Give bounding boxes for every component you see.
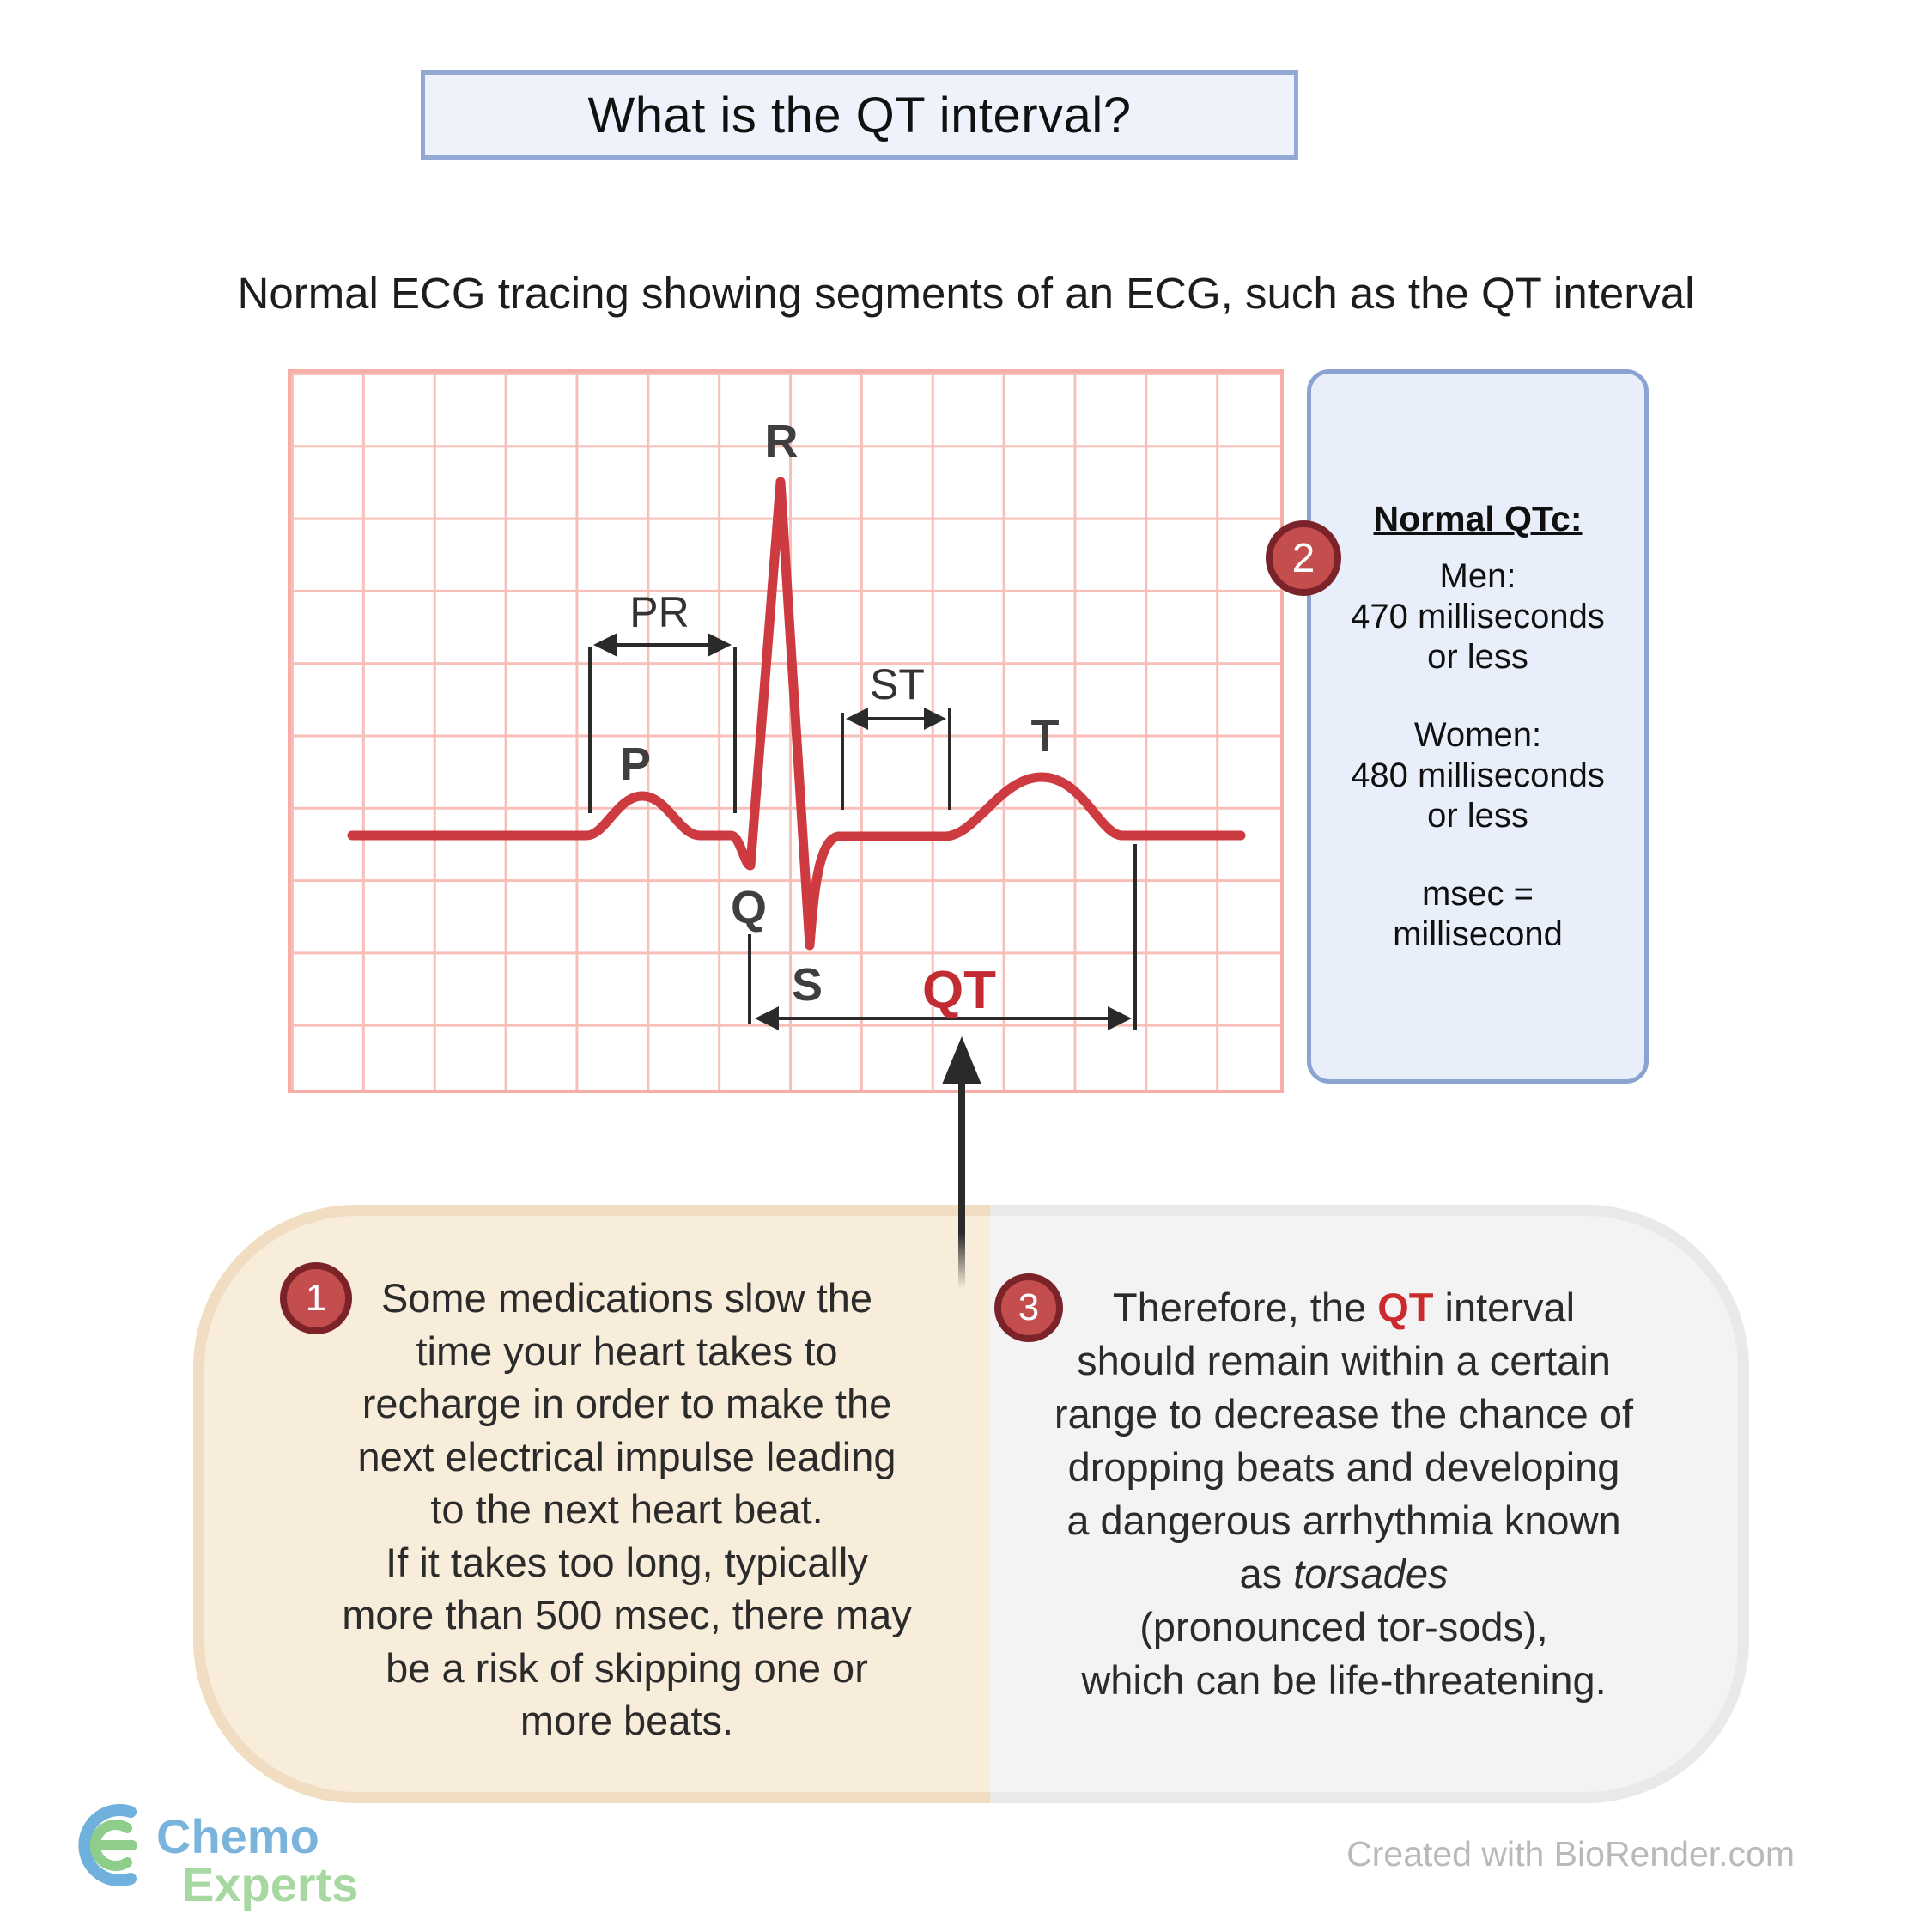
- qtc-women-values: Women: 480 milliseconds or less: [1351, 715, 1605, 835]
- callout-1-text: Some medications slow the time your heart…: [342, 1275, 912, 1743]
- ecg-grid-panel: PR ST QT P Q R S T: [288, 369, 1284, 1093]
- step-3-badge: 3: [994, 1273, 1063, 1342]
- qt-label: QT: [922, 961, 996, 1020]
- p-wave-label: P: [620, 738, 651, 790]
- q-wave-label: Q: [731, 882, 767, 933]
- st-interval-marker: ST: [841, 660, 951, 810]
- pr-label: PR: [629, 588, 689, 636]
- normal-qtc-panel: Normal QTc: Men: 470 milliseconds or less …: [1307, 369, 1649, 1084]
- t-wave-label: T: [1031, 710, 1060, 762]
- callout-3-text: Therefore, the QT interval should remain …: [1054, 1285, 1634, 1703]
- qtc-men-values: Men: 470 milliseconds or less: [1351, 556, 1605, 676]
- biorender-credit: Created with BioRender.com: [1346, 1834, 1795, 1874]
- chemoexperts-logo: Chemo Experts: [78, 1804, 358, 1911]
- logo-word-experts: Experts: [182, 1857, 358, 1911]
- callout-bubble-3: [990, 1205, 1749, 1803]
- qt-interval-marker: QT: [748, 844, 1137, 1030]
- subtitle: Normal ECG tracing showing segments of a…: [237, 269, 1695, 318]
- callout-bubble-1: [193, 1205, 990, 1803]
- page-title: What is the QT interval?: [587, 87, 1132, 143]
- qtc-abbreviation-note: msec = millisecond: [1393, 874, 1563, 953]
- step-1-badge: 1: [280, 1262, 352, 1334]
- logo-word-chemo: Chemo: [156, 1809, 319, 1863]
- s-wave-label: S: [792, 959, 823, 1011]
- qtc-heading: Normal QTc:: [1373, 498, 1583, 538]
- title-box: What is the QT interval?: [421, 70, 1298, 160]
- qt-pointer-arrow-icon: [942, 1036, 981, 1288]
- chemoexperts-logo-icon: [78, 1804, 137, 1886]
- st-label: ST: [870, 660, 925, 708]
- r-wave-label: R: [765, 416, 799, 467]
- pr-interval-marker: PR: [588, 588, 737, 813]
- ecg-diagram: PR ST QT P Q R S T: [347, 416, 1246, 1030]
- ecg-trace-line: [347, 477, 1246, 951]
- step-2-badge: 2: [1266, 520, 1341, 596]
